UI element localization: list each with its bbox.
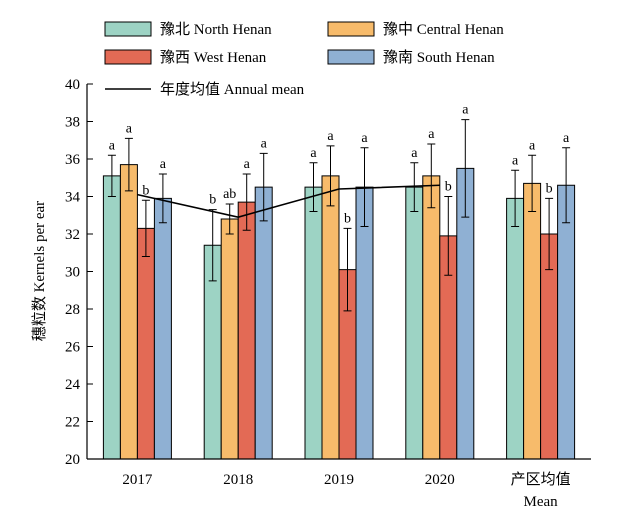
y-tick-label: 24 [65,377,81,393]
annual-mean-polyline [137,184,440,218]
significance-label: a [109,138,116,153]
legend-label: 豫北 North Henan [160,21,272,38]
bar [422,175,441,460]
x-tick-label: 2020 [425,472,455,488]
bar [405,186,424,460]
bar [355,186,374,460]
y-tick-label: 28 [65,302,80,318]
significance-label: a [529,138,536,153]
significance-label: b [209,193,216,208]
significance-label: a [310,146,317,161]
x-axis-categories: 2017 2018 2019 2020 产区均值 Mean [122,471,570,510]
legend-swatch [104,21,152,37]
bar [119,164,138,460]
legend-swatch [327,21,375,37]
bar [523,182,542,460]
bar [304,186,323,460]
significance-label: a [327,129,334,144]
y-tick-label: 20 [65,452,80,468]
legend-swatch [327,49,375,65]
significance-label: a [261,136,268,151]
x-tick-label: 2018 [223,472,253,488]
significance-label: a [563,131,570,146]
y-tick-label: 30 [65,265,80,281]
legend-label: 豫中 Central Henan [383,21,504,38]
annual-mean-line [137,184,440,218]
y-tick-label: 40 [65,77,80,93]
significance-label: b [546,181,553,196]
bar [254,186,273,460]
significance-label: ab [223,187,236,202]
y-tick-label: 26 [65,340,81,356]
legend-swatch [104,49,152,65]
x-tick-label: 2019 [324,472,354,488]
axes [86,84,591,460]
x-tick-sublabel: Mean [524,494,559,510]
legend-label: 豫西 West Henan [160,49,267,66]
bar [220,218,239,460]
y-tick-label: 22 [65,415,80,431]
bar [557,184,576,460]
y-tick-label: 32 [65,227,80,243]
significance-label: a [126,121,133,136]
significance-label: a [244,157,251,172]
y-tick-label: 36 [65,152,81,168]
significance-label: a [428,127,435,142]
y-axis-ticks: 20 22 24 26 28 30 32 34 36 38 40 [65,77,93,468]
bar [506,197,525,460]
y-tick-label: 34 [65,190,81,206]
significance-label: a [160,157,167,172]
significance-label: a [462,103,469,118]
x-tick-label: 2017 [122,472,153,488]
significance-label: a [512,153,519,168]
bar [102,175,121,460]
significance-label: b [142,183,149,198]
significance-label: b [344,211,351,226]
significance-label: a [361,131,368,146]
y-tick-label: 38 [65,115,80,131]
x-tick-label: 产区均值 [511,471,571,488]
significance-label: a [411,146,418,161]
legend-label: 豫南 South Henan [383,49,495,66]
bar [153,197,172,460]
bar [237,201,256,460]
significance-label: b [445,180,452,195]
bar [321,175,340,460]
legend: 豫北 North Henan 豫中 Central Henan 豫西 West He… [104,21,504,98]
y-axis-label: 穗粒数 Kernels per ear [31,201,48,341]
legend-label: 年度均值 Annual mean [160,81,305,98]
bar [136,227,155,460]
